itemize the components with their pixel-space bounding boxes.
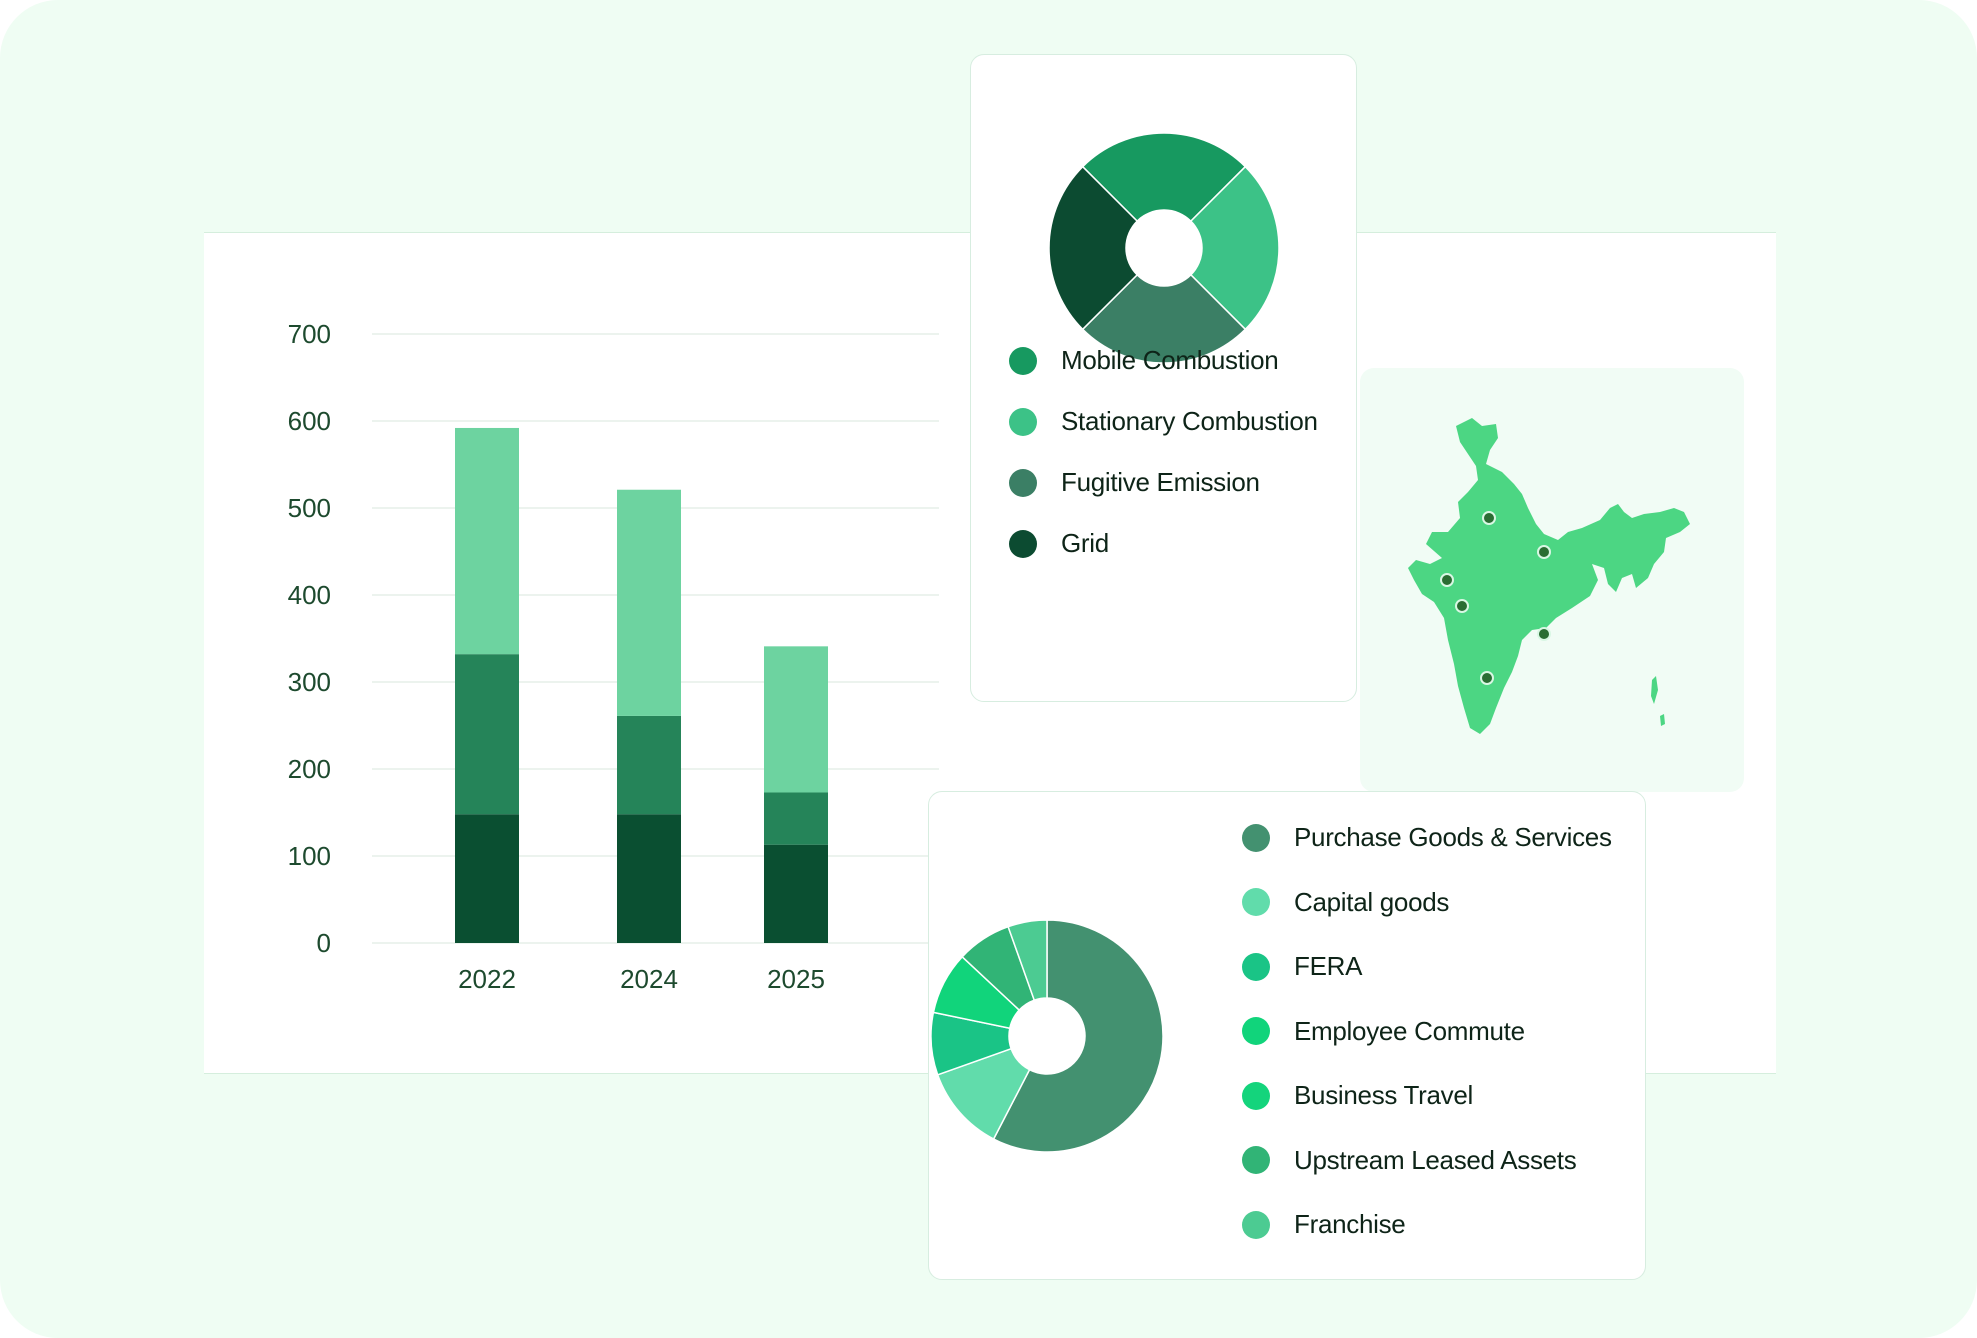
bar-segment [617, 814, 681, 943]
legend-swatch [1009, 468, 1037, 497]
legend-swatch [1242, 888, 1270, 916]
legend-label: Business Travel [1294, 1080, 1474, 1110]
scope1-emissions-card: Mobile Combustion Stationary Combustion Fu… [970, 54, 1357, 702]
bar-segment [617, 715, 681, 815]
y-tick-label: 700 [288, 319, 331, 349]
legend-label: Stationary Combustion [1061, 406, 1318, 436]
x-tick-label: 2024 [620, 964, 678, 994]
legend-item: Employee Commute [1242, 1016, 1525, 1047]
legend-swatch [1009, 407, 1037, 436]
y-tick-label: 100 [288, 841, 331, 871]
map-marker [1537, 545, 1551, 559]
legend-label: Franchise [1294, 1209, 1406, 1239]
legend-item: Upstream Leased Assets [1242, 1144, 1577, 1176]
bar-segment [764, 844, 828, 943]
legend-label: Grid [1061, 528, 1109, 558]
x-tick-label: 2022 [458, 964, 516, 994]
bar-segment [764, 646, 828, 793]
legend-swatch [1242, 1146, 1270, 1174]
donut-slice [992, 919, 1164, 1153]
legend-item: Stationary Combustion [1009, 406, 1318, 437]
legend-label: Capital goods [1294, 886, 1450, 917]
andaman-islands [1651, 676, 1665, 726]
legend-swatch [1009, 529, 1037, 558]
bar-segment [617, 489, 681, 716]
legend-item: Fugitive Emission [1009, 467, 1260, 498]
india-map [1408, 418, 1690, 734]
x-tick-label: 2025 [767, 964, 825, 994]
legend-item: Purchase Goods & Services [1242, 822, 1612, 853]
bar-segment [455, 427, 519, 655]
map-marker [1440, 573, 1454, 587]
x-axis-ticks: 2022 2024 2025 [458, 964, 825, 994]
bar-segment [455, 814, 519, 943]
legend-swatch [1242, 823, 1270, 852]
legend-label: Purchase Goods & Services [1294, 822, 1612, 852]
y-axis-ticks: 0 100 200 300 400 500 600 700 [288, 319, 331, 958]
bar-segment [764, 792, 828, 845]
legend-swatch [1242, 952, 1270, 981]
legend-swatch [1242, 1210, 1270, 1239]
legend-label: Mobile Combustion [1061, 345, 1279, 375]
y-tick-label: 400 [288, 580, 331, 610]
legend-item: Business Travel [1242, 1080, 1473, 1111]
map-marker [1537, 627, 1551, 641]
legend-item: Franchise [1242, 1209, 1406, 1240]
india-map-panel [1360, 368, 1744, 792]
y-tick-label: 600 [288, 406, 331, 436]
y-tick-label: 500 [288, 493, 331, 523]
y-tick-label: 200 [288, 754, 331, 784]
bar-series [455, 427, 828, 943]
scope3-emissions-card: Purchase Goods & Services Capital goods FE… [928, 791, 1646, 1280]
legend-item: Grid [1009, 528, 1109, 559]
scope3-donut-chart [930, 919, 1164, 1153]
y-tick-label: 300 [288, 667, 331, 697]
legend-swatch [1242, 1081, 1270, 1110]
map-markers [1440, 511, 1551, 685]
legend-swatch [1009, 346, 1037, 375]
map-marker [1455, 599, 1469, 613]
stacked-bar-chart: 0 100 200 300 400 500 600 700 2022 2024 2025 [288, 319, 939, 994]
legend-label: Upstream Leased Assets [1294, 1144, 1577, 1175]
map-marker [1480, 671, 1494, 685]
donut-slice [1081, 273, 1247, 364]
legend-label: Fugitive Emission [1061, 467, 1260, 497]
legend-item: FERA [1242, 951, 1362, 982]
india-map-shape [1408, 418, 1690, 734]
map-marker [1482, 511, 1496, 525]
donut-slice [1189, 165, 1280, 331]
y-tick-label: 0 [317, 928, 331, 958]
legend-item: Mobile Combustion [1009, 345, 1279, 376]
legend-label: Employee Commute [1294, 1015, 1525, 1046]
donut-slice [1007, 919, 1048, 1002]
legend-swatch [1242, 1017, 1270, 1045]
donut-slice [1048, 165, 1139, 331]
legend-item: Capital goods [1242, 887, 1449, 918]
legend-label: FERA [1294, 951, 1363, 981]
scope1-donut-chart [1048, 132, 1280, 364]
donut-slice [1081, 132, 1247, 223]
bar-segment [455, 654, 519, 815]
